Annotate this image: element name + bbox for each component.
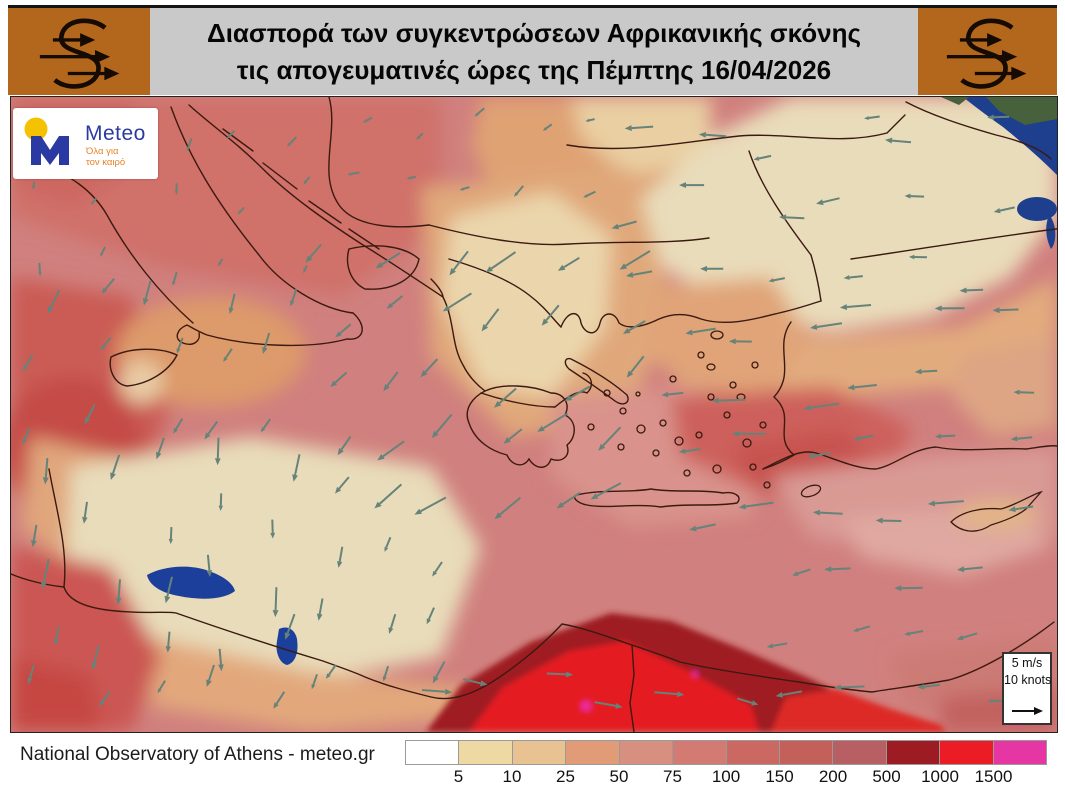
legend-cell <box>832 740 887 765</box>
dust-transport-icon <box>946 18 1027 89</box>
legend-value: 150 <box>765 767 794 786</box>
wind-scale-arrow-icon <box>1012 707 1043 715</box>
wind-scale-box: 5 m/s 10 knots <box>1002 652 1052 725</box>
logo-tagline-line1: Όλα για <box>86 146 119 157</box>
logo-tagline-line2: τον καιρό <box>86 157 126 168</box>
wind-arrow-field <box>22 107 1035 709</box>
wind-scale-ms: 5 m/s <box>1011 656 1043 670</box>
meteo-logo: Meteo Όλα για τον καιρό <box>13 108 158 179</box>
legend-color-bar <box>405 740 1048 765</box>
legend-value: 75 <box>663 767 682 786</box>
legend-value-labels: 5 10 25 50 75 100 150 200 500 1000 1500 <box>405 765 1047 789</box>
legend-cell <box>672 740 727 765</box>
legend-cell <box>565 740 620 765</box>
legend-value: 1000 <box>921 767 959 786</box>
map-title-line2: τις απογευματινές ώρες της Πέμπτης 16/04… <box>236 54 832 85</box>
legend-value: 25 <box>556 767 575 786</box>
legend-value: 10 <box>502 767 522 786</box>
legend-value: 100 <box>711 767 741 786</box>
dust-map-canvas <box>11 97 1057 732</box>
legend-cell <box>992 740 1048 765</box>
legend-cell <box>778 740 834 765</box>
meteo-logo-icon <box>24 117 69 165</box>
legend-value: 200 <box>818 767 848 786</box>
legend-cell <box>458 740 513 765</box>
legend-cell <box>618 740 674 765</box>
dust-concentration-legend: 5 10 25 50 75 100 150 200 500 1000 1500 <box>405 740 1048 789</box>
coastlines-and-borders <box>11 97 1057 732</box>
legend-value: 50 <box>609 767 629 786</box>
island-outlines <box>587 330 1043 532</box>
map-title-line1: Διασπορά των συγκεντρώσεων Αφρικανικής σ… <box>207 17 861 48</box>
dust-dispersion-map: Meteo Όλα για τον καιρό 5 m/s 10 knots <box>10 96 1058 733</box>
legend-cell <box>885 740 941 765</box>
legend-value: 1500 <box>974 767 1013 786</box>
legend-cell <box>725 740 780 765</box>
attribution-text: National Observatory of Athens - meteo.g… <box>20 744 375 765</box>
title-banner: Διασπορά των συγκεντρώσεων Αφρικανικής σ… <box>8 5 1057 95</box>
legend-cell <box>405 740 460 765</box>
title-panel: Διασπορά των συγκεντρώσεων Αφρικανικής σ… <box>150 8 918 95</box>
legend-value: 5 <box>453 767 464 786</box>
logo-brand-name: Meteo <box>85 122 146 145</box>
legend-cell <box>939 740 994 765</box>
legend-value: 500 <box>872 767 901 786</box>
dust-transport-icon <box>39 18 120 89</box>
legend-cell <box>511 740 567 765</box>
wind-scale-knots: 10 knots <box>1004 673 1052 687</box>
